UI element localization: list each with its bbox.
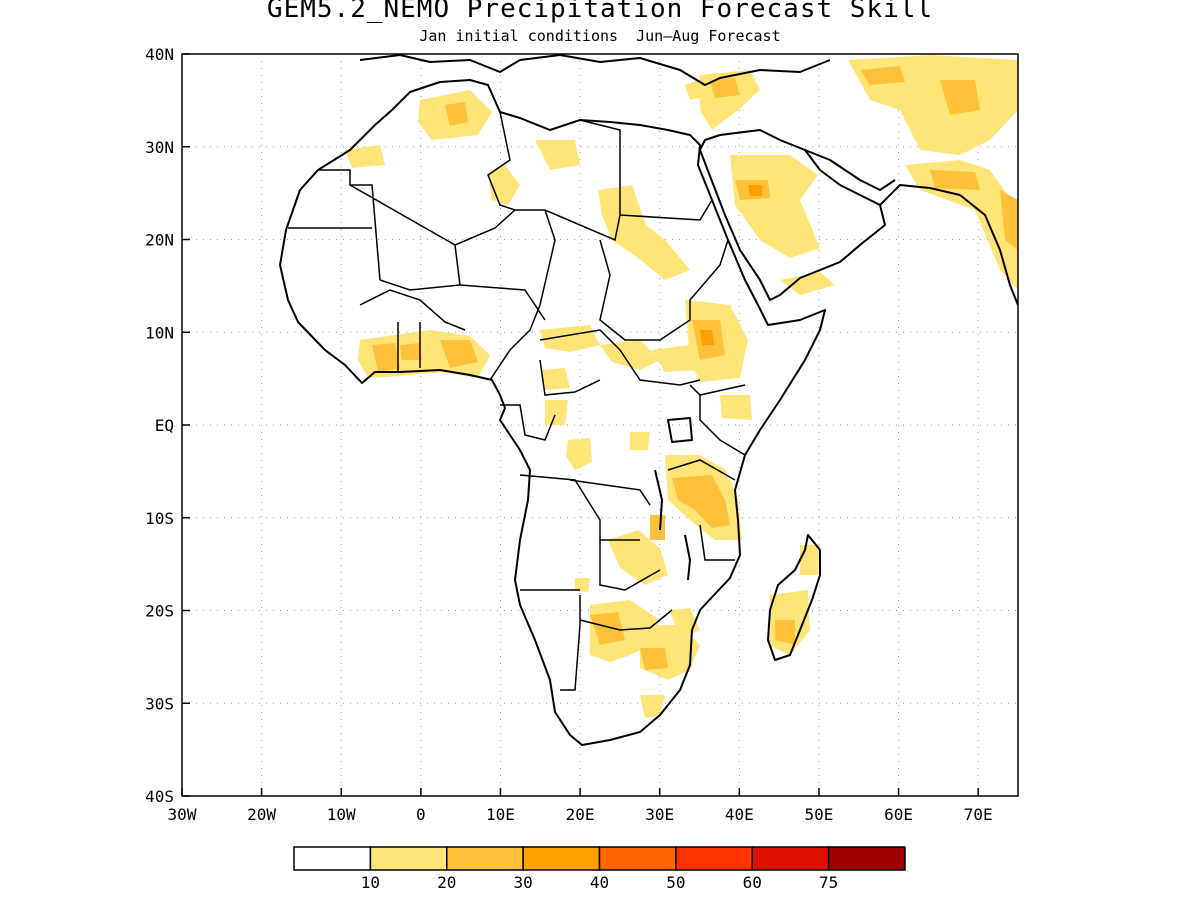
map-frame	[181, 53, 1019, 797]
mediterranean-north-coast	[359, 54, 831, 86]
country-borders	[288, 111, 746, 691]
africa-coastline	[279, 79, 826, 746]
gridlines	[182, 54, 1018, 796]
skill-10-20-patches	[345, 55, 1018, 718]
legend-swatch	[369, 846, 448, 871]
legend-swatch	[446, 846, 524, 871]
lat-tick-label: 30N	[145, 138, 174, 157]
map-area	[182, 54, 1018, 796]
lat-tick-label: 30S	[145, 694, 174, 713]
lon-tick-label: 70E	[964, 805, 993, 824]
coastlines	[279, 54, 1018, 746]
lat-tick-label: 10N	[145, 323, 174, 342]
lon-tick-label: 60E	[884, 805, 913, 824]
legend-tick-label: 75	[819, 873, 838, 892]
arabian-peninsula-coastline	[699, 129, 886, 301]
lat-tick-label: 20S	[145, 602, 174, 621]
lon-tick-label: 20W	[247, 805, 276, 824]
legend-swatch	[751, 846, 830, 871]
lon-tick-label: 10W	[327, 805, 356, 824]
legend-tick-label: 10	[361, 873, 380, 892]
lon-tick-label: 20E	[566, 805, 595, 824]
persian-gulf-coastline	[804, 149, 896, 191]
latitude-labels: 40N 30N 20N 10N EQ 10S 20S 30S 40S	[145, 45, 190, 806]
legend-swatch	[522, 846, 601, 871]
lat-tick-label: 10S	[145, 509, 174, 528]
lake-malawi	[684, 534, 691, 581]
color-legend: 10 20 30 40 50 60 75	[293, 846, 906, 892]
lon-tick-label: 10E	[486, 805, 515, 824]
lat-tick-label: 40S	[145, 787, 174, 806]
skill-shading	[345, 55, 1018, 718]
legend-swatch	[598, 846, 677, 871]
map-title: GEM5.2_NEMO Precipitation Forecast Skill	[266, 0, 934, 24]
legend-tick-label: 50	[666, 873, 685, 892]
lat-tick-label: 20N	[145, 231, 174, 250]
lon-tick-label: 0	[416, 805, 426, 824]
legend-tick-label: 40	[590, 873, 609, 892]
lon-tick-label: 40E	[725, 805, 754, 824]
asia-coastline	[879, 184, 1018, 306]
lat-tick-label: 40N	[145, 45, 174, 64]
legend-swatch	[293, 846, 372, 871]
lon-tick-label: 30W	[168, 805, 197, 824]
legend-tick-label: 20	[437, 873, 456, 892]
longitude-labels: 30W 20W 10W 0 10E 20E 30E 40E 50E 60E 70E	[168, 788, 993, 824]
lon-tick-label: 50E	[804, 805, 833, 824]
skill-30-40-patches	[700, 185, 762, 345]
lake-tanganyika	[654, 469, 663, 531]
legend-swatch	[675, 846, 753, 871]
map-subtitle: Jan initial conditions Jun–Aug Forecast	[419, 27, 781, 45]
madagascar-coastline	[767, 534, 821, 661]
lat-tick-label: EQ	[155, 416, 174, 435]
lake-victoria	[667, 417, 693, 443]
legend-swatch	[827, 846, 906, 871]
lon-tick-label: 30E	[645, 805, 674, 824]
legend-tick-label: 30	[513, 873, 532, 892]
legend-tick-label: 60	[743, 873, 762, 892]
